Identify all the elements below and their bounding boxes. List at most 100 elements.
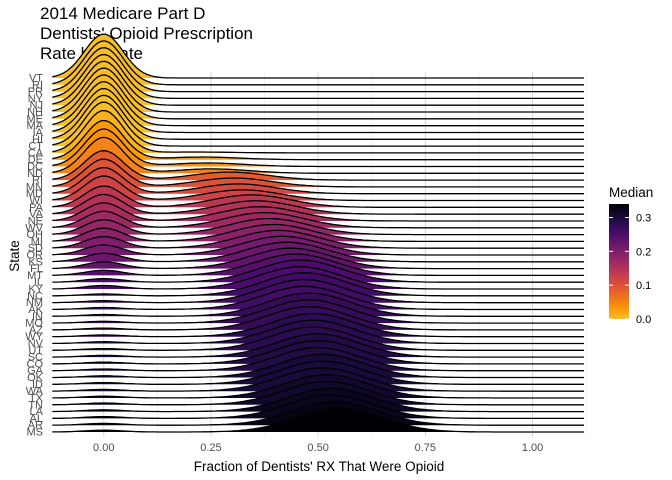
y-tick-label: SD bbox=[28, 243, 43, 255]
y-tick-label: CT bbox=[28, 141, 43, 153]
ridge-line-pa bbox=[52, 185, 584, 208]
ridge-line-wa bbox=[52, 367, 584, 392]
legend-tick-label: 0.0 bbox=[636, 314, 651, 326]
ridge-line-md bbox=[52, 166, 584, 195]
y-tick-label: HI bbox=[32, 134, 43, 146]
ridge-line-nm bbox=[52, 278, 584, 304]
ridge-line-oh bbox=[52, 217, 584, 236]
ridge-line-ut bbox=[52, 326, 584, 351]
ridge-line-ok bbox=[52, 353, 584, 379]
y-tick-label: RI bbox=[32, 175, 43, 187]
ridge-line-az bbox=[52, 306, 584, 331]
ridge-line-pr bbox=[52, 47, 584, 93]
ridge-line-mi bbox=[52, 223, 584, 243]
chart-title-line-1: 2014 Medicare Part D bbox=[40, 4, 206, 23]
y-tick-label: AL bbox=[30, 413, 43, 425]
x-tick-label: 0.00 bbox=[93, 442, 114, 454]
legend-tick-label: 0.2 bbox=[636, 246, 651, 258]
x-tick-label: 0.25 bbox=[200, 442, 221, 454]
legend-tick-label: 0.1 bbox=[636, 280, 651, 292]
y-tick-label: OH bbox=[27, 229, 44, 241]
y-tick-label: ME bbox=[27, 113, 44, 125]
ridge-line-nj bbox=[52, 60, 584, 106]
ridge-line-sd bbox=[52, 229, 584, 249]
ridge-line-va bbox=[52, 193, 584, 215]
ridge-line-me bbox=[52, 74, 584, 120]
ridge-line-ar bbox=[52, 401, 584, 426]
color-legend: 0.0 0.1 0.2 0.3 bbox=[609, 204, 651, 326]
y-axis-title: State bbox=[7, 240, 22, 272]
y-tick-label: LA bbox=[30, 406, 44, 418]
ridge-line-tn bbox=[52, 380, 584, 406]
y-tick-label: TN bbox=[28, 399, 43, 411]
y-tick-label: KY bbox=[28, 284, 43, 296]
x-tick-label: 0.50 bbox=[307, 442, 328, 454]
x-tick-labels: 0.00 0.25 0.50 0.75 1.00 bbox=[93, 442, 543, 454]
y-tick-label: AZ bbox=[29, 324, 43, 336]
y-tick-label: WV bbox=[25, 222, 43, 234]
ridge-fill-sd bbox=[52, 230, 585, 249]
x-tick-label: 1.00 bbox=[522, 442, 543, 454]
ridge-line-sc bbox=[52, 333, 584, 358]
y-tick-label: DC bbox=[27, 161, 43, 173]
y-tick-label: SC bbox=[28, 352, 43, 364]
legend-tick-label: 0.3 bbox=[636, 213, 651, 225]
y-tick-label: VA bbox=[29, 209, 44, 221]
ridge-fill-or bbox=[52, 236, 585, 255]
ridge-line-ny bbox=[52, 53, 584, 100]
ridge-line-mo bbox=[52, 299, 584, 324]
y-tick-label: GA bbox=[27, 365, 44, 377]
ridge-line-de bbox=[52, 119, 584, 161]
y-tick-label: VT bbox=[29, 73, 43, 85]
y-tick-label: ND bbox=[27, 168, 43, 180]
y-tick-label: FL bbox=[30, 263, 43, 275]
y-tick-label: NH bbox=[27, 107, 43, 119]
x-axis-title: Fraction of Dentists' RX That Were Opioi… bbox=[194, 459, 444, 474]
ridge-line-ia bbox=[52, 87, 584, 134]
ridge-line-ks bbox=[52, 241, 584, 263]
ridge-line-or bbox=[52, 235, 584, 256]
ridge-line-ga bbox=[52, 346, 584, 372]
y-tick-label: AR bbox=[28, 420, 43, 432]
y-tick-label: MT bbox=[27, 270, 43, 282]
ridge-line-nh bbox=[52, 67, 584, 113]
y-tick-label: IN bbox=[32, 311, 43, 323]
y-tick-label: CA bbox=[28, 147, 44, 159]
y-tick-label: NC bbox=[27, 290, 43, 302]
ridges bbox=[52, 33, 585, 433]
ridge-line-al bbox=[52, 394, 584, 420]
ridge-line-wv bbox=[52, 210, 584, 229]
chart-title-line-2: Dentists' Opioid Prescription bbox=[40, 24, 253, 43]
ridge-line-ak bbox=[52, 285, 584, 311]
x-tick-label: 0.75 bbox=[415, 442, 436, 454]
y-tick-label: IL bbox=[34, 277, 43, 289]
y-tick-label: UT bbox=[28, 345, 43, 357]
y-tick-label: MA bbox=[27, 120, 44, 132]
ridge-line-nd bbox=[52, 136, 584, 174]
y-tick-label: PR bbox=[28, 86, 43, 98]
ridge-line-la bbox=[52, 387, 584, 413]
ridge-line-ne bbox=[52, 202, 584, 222]
y-tick-label: RI bbox=[32, 79, 43, 91]
ridge-line-vt bbox=[52, 33, 584, 79]
y-tick-label: DE bbox=[28, 154, 43, 166]
ridge-line-nc bbox=[52, 272, 584, 297]
y-tick-label: IA bbox=[33, 127, 44, 139]
ridge-line-in bbox=[52, 292, 584, 317]
ridge-line-id bbox=[52, 360, 584, 385]
y-tick-label: NE bbox=[28, 215, 43, 227]
ridge-line-hi bbox=[52, 94, 584, 140]
y-tick-label: NJ bbox=[30, 100, 43, 112]
ridge-line-co bbox=[52, 340, 584, 365]
y-tick-label: WA bbox=[26, 386, 44, 398]
y-tick-label: MN bbox=[26, 181, 43, 193]
ridge-line-mt bbox=[52, 253, 584, 277]
y-tick-labels: VTRIPRNYNJNHMEMAIAHICTCADEDCNDRIMNMDWIPA… bbox=[25, 73, 43, 439]
legend-colorbar bbox=[609, 204, 629, 319]
y-tick-label: WI bbox=[30, 195, 43, 207]
y-tick-label: OR bbox=[27, 250, 44, 262]
y-tick-label: OK bbox=[27, 372, 44, 384]
ridge-line-dc bbox=[52, 128, 584, 168]
y-tick-label: MD bbox=[26, 188, 43, 200]
